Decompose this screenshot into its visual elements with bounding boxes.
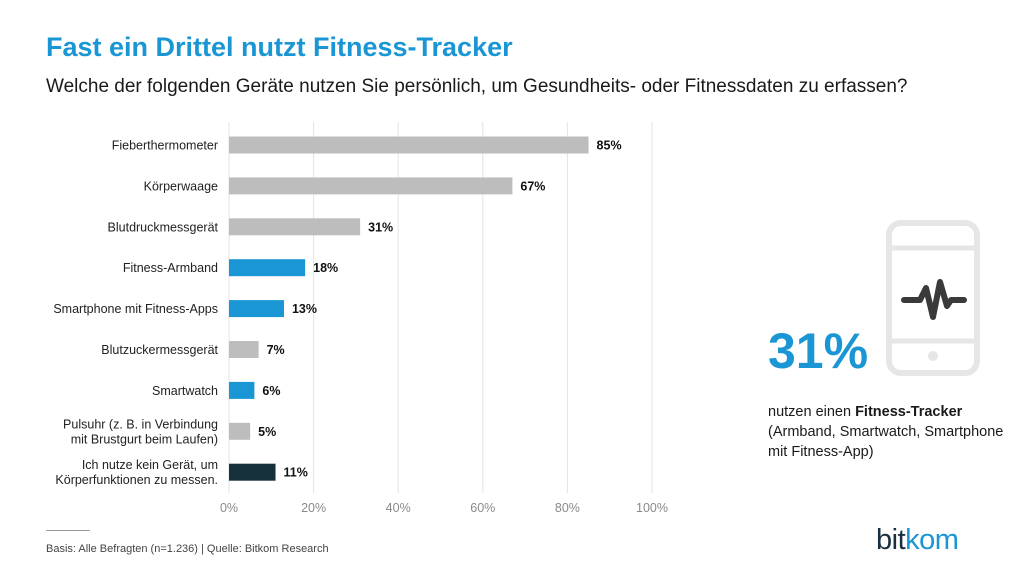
bar [229,381,255,399]
category-label: Blutdruckmessgerät [108,220,219,234]
bar [229,463,276,481]
category-label: Blutzuckermessgerät [101,343,218,357]
x-tick-label: 60% [470,501,495,515]
bar [229,300,284,318]
bar [229,259,306,277]
x-tick-label: 0% [220,501,238,515]
category-label: Ich nutze kein Gerät, um Körperfunktionen… [55,458,218,487]
value-label: 7% [267,343,285,357]
category-label: Smartphone mit Fitness-Apps [53,302,218,316]
value-label: 18% [313,261,338,275]
callout-prefix: nutzen einen [768,404,856,420]
x-tick-label: 40% [386,501,411,515]
logo-part-1: bit [876,524,906,556]
bar [229,218,361,236]
value-label: 5% [258,425,276,439]
category-label: Smartwatch [152,384,218,398]
labels: 0% 20% 40% 60% 80% 100% Fieberthermometer 85% Kö… [53,139,668,516]
bitkom-logo: bitkom [876,524,959,557]
bar [229,177,513,195]
logo-part-2: kom [905,524,959,556]
bar [229,341,259,358]
footer-divider [46,530,90,531]
callout-bold: Fitness-Tracker [855,404,963,420]
bar [229,422,251,440]
category-label: Pulsuhr (z. B. in Verbindung mit Brustgur… [63,417,218,446]
chart-title: Fast ein Drittel nutzt Fitness-Tracker [46,32,513,62]
callout-percentage: 31% [768,323,869,379]
x-tick-label: 100% [636,501,668,515]
value-label: 11% [284,466,308,480]
x-tick-label: 20% [301,501,326,515]
value-label: 13% [292,302,317,316]
chart-subtitle: Welche der folgenden Geräte nutzen Sie p… [46,76,908,97]
value-label: 85% [597,139,622,153]
bars [229,136,589,481]
category-label: Fitness-Armband [123,261,218,275]
value-label: 6% [262,384,280,398]
x-tick-label: 80% [555,501,580,515]
value-label: 67% [520,179,545,193]
category-label: Körperwaage [144,179,218,193]
value-label: 31% [368,220,393,234]
smartphone-pulse-icon [886,220,980,376]
source-note: Basis: Alle Befragten (n=1.236) | Quelle… [46,543,329,555]
callout-detail: (Armband, Smartwatch, Smartphone mit Fit… [768,424,1004,460]
category-label: Fieberthermometer [112,139,218,153]
bar [229,136,589,154]
bar-chart: 0% 20% 40% 60% 80% 100% Fieberthermometer 85% Kö… [53,122,668,516]
callout-text: nutzen einen Fitness-Tracker (Armband, S… [768,402,1008,462]
